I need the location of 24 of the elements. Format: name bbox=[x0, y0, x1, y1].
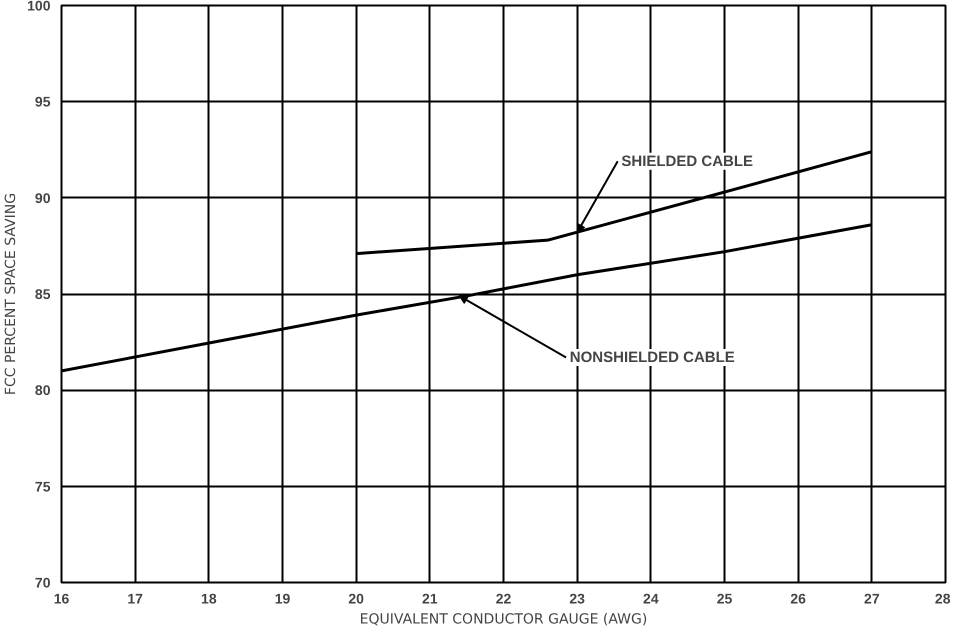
y-tick-label: 80 bbox=[34, 382, 51, 398]
annotation: NONSHIELDED CABLE bbox=[570, 348, 735, 366]
x-tick-label: 26 bbox=[790, 590, 806, 606]
x-tick-label: 17 bbox=[127, 590, 144, 606]
y-tick-label: 95 bbox=[34, 94, 51, 110]
y-tick-label: 75 bbox=[34, 478, 51, 494]
y-tick-label: 70 bbox=[34, 574, 51, 590]
x-tick-label: 23 bbox=[569, 590, 586, 606]
y-tick-label: 100 bbox=[27, 0, 51, 14]
x-tick-label: 18 bbox=[201, 590, 217, 606]
x-tick-label: 25 bbox=[716, 590, 732, 606]
x-tick-label: 19 bbox=[274, 590, 290, 606]
x-tick-label: 27 bbox=[864, 590, 880, 606]
x-axis-title: EQUIVALENT CONDUCTOR GAUGE (AWG) bbox=[360, 612, 648, 628]
y-tick-label: 85 bbox=[34, 286, 51, 302]
y-axis-title: FCC PERCENT SPACE SAVING bbox=[3, 192, 20, 396]
x-tick-label: 20 bbox=[348, 590, 364, 606]
x-tick-label: 16 bbox=[54, 590, 70, 606]
y-tick-label: 90 bbox=[34, 190, 51, 206]
x-tick-label: 22 bbox=[496, 590, 512, 606]
x-tick-label: 21 bbox=[422, 590, 438, 606]
x-tick-label: 28 bbox=[934, 590, 951, 606]
annotation: SHIELDED CABLE bbox=[621, 152, 754, 170]
x-tick-label: 24 bbox=[643, 590, 659, 606]
